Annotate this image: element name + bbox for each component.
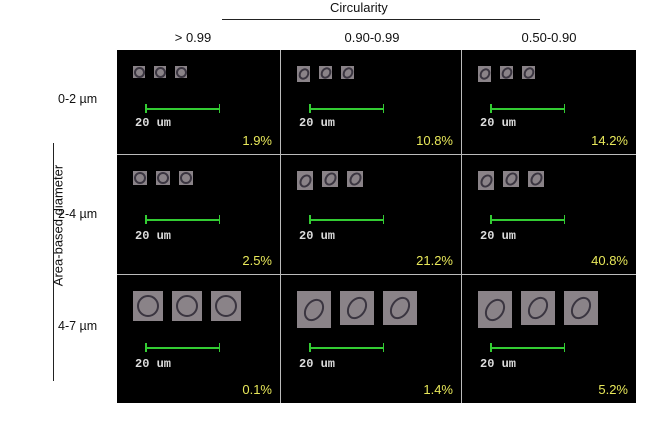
particle-image: [502, 170, 520, 188]
scale-bar-label: 20 um: [135, 229, 172, 243]
particle-image: [527, 170, 545, 188]
particle-image: [564, 291, 598, 325]
scale-bar: [490, 344, 565, 351]
scale-bar-label: 20 um: [135, 116, 172, 130]
grid-cell: 20 um 2.5%: [117, 155, 281, 275]
column-header: 0.50-0.90: [521, 30, 577, 45]
particle-image: [478, 291, 512, 328]
percent-label: 21.2%: [416, 253, 453, 268]
particle-images: [133, 171, 193, 185]
particle-images: [133, 66, 187, 78]
grid-cell: 20 um 14.2%: [462, 50, 636, 155]
scale-bar: [309, 105, 384, 112]
particle-images: [295, 64, 356, 82]
particle-image: [383, 291, 417, 325]
grid-cell: 20 um 40.8%: [462, 155, 636, 275]
particle-image: [133, 171, 147, 185]
scale-bar-label: 20 um: [299, 229, 336, 243]
particle-grid: 20 um 1.9% 20 um 10.8% 20 um 14.2% 20 um 2.5% 20…: [117, 50, 636, 403]
particle-images: [296, 170, 364, 190]
scale-bar-label: 20 um: [135, 357, 172, 371]
particle-image: [476, 66, 493, 82]
grid-cell: 20 um 5.2%: [462, 275, 636, 403]
scale-bar-label: 20 um: [480, 357, 517, 371]
percent-label: 0.1%: [242, 382, 272, 397]
grid-cell: 20 um 10.8%: [281, 50, 462, 155]
particle-image: [295, 66, 312, 82]
column-header: 0.90-0.99: [344, 30, 400, 45]
scale-bar: [145, 105, 220, 112]
particle-image: [154, 66, 166, 78]
percent-label: 40.8%: [591, 253, 628, 268]
particle-image: [179, 171, 193, 185]
particle-image: [521, 291, 555, 325]
scale-bar: [145, 344, 220, 351]
scale-bar: [309, 344, 384, 351]
particle-image: [296, 171, 314, 190]
particle-image: [172, 291, 202, 321]
scale-bar: [309, 216, 384, 223]
particle-images: [478, 291, 598, 328]
row-header: 4-7 µm: [58, 319, 98, 333]
grid-cell: 20 um 1.9%: [117, 50, 281, 155]
particle-images: [297, 291, 417, 328]
grid-cell: 20 um 0.1%: [117, 275, 281, 403]
percent-label: 1.9%: [242, 133, 272, 148]
particle-image: [321, 170, 339, 188]
row-header: 0-2 µm: [58, 92, 98, 106]
particle-image: [156, 171, 170, 185]
particle-images: [133, 291, 241, 321]
percent-label: 1.4%: [423, 382, 453, 397]
percent-label: 2.5%: [242, 253, 272, 268]
particle-image: [175, 66, 187, 78]
column-header: > 0.99: [174, 30, 212, 45]
particle-image: [133, 66, 145, 78]
y-axis-divider: [53, 143, 54, 381]
scale-bar: [490, 216, 565, 223]
circularity-title: Circularity: [330, 0, 388, 15]
row-header: 2-4 µm: [58, 207, 98, 221]
particle-image: [133, 291, 163, 321]
scale-bar-label: 20 um: [299, 357, 336, 371]
particle-image: [339, 64, 356, 81]
scale-bar-label: 20 um: [480, 116, 517, 130]
scale-bar: [145, 216, 220, 223]
particle-image: [520, 64, 537, 81]
particle-image: [346, 170, 364, 188]
particle-image: [317, 64, 334, 81]
particle-image: [498, 64, 515, 81]
particle-image: [477, 171, 495, 190]
particle-images: [476, 64, 537, 82]
scale-bar: [490, 105, 565, 112]
particle-image: [340, 291, 374, 325]
particle-image: [297, 291, 331, 328]
scale-bar-label: 20 um: [299, 116, 336, 130]
title-divider: [222, 19, 540, 20]
grid-cell: 20 um 21.2%: [281, 155, 462, 275]
percent-label: 10.8%: [416, 133, 453, 148]
scale-bar-label: 20 um: [480, 229, 517, 243]
percent-label: 14.2%: [591, 133, 628, 148]
percent-label: 5.2%: [598, 382, 628, 397]
grid-cell: 20 um 1.4%: [281, 275, 462, 403]
particle-image: [211, 291, 241, 321]
particle-images: [477, 170, 545, 190]
